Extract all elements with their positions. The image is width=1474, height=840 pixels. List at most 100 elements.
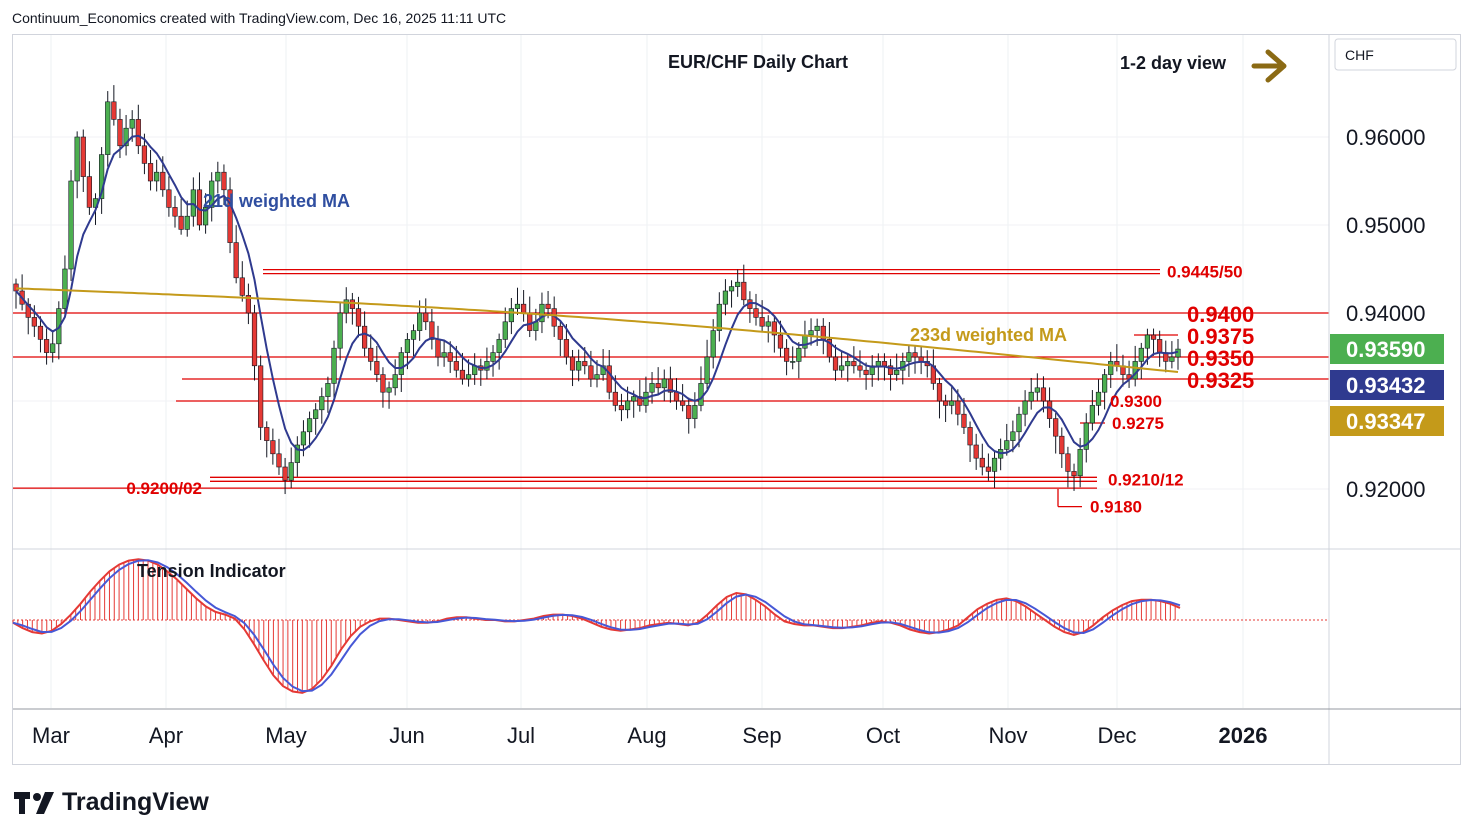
candle xyxy=(202,193,209,234)
candle xyxy=(1040,376,1047,413)
x-tick-label: Jun xyxy=(389,723,424,748)
price-badge xyxy=(1330,406,1444,436)
candle xyxy=(1071,463,1077,491)
candle-body-up xyxy=(288,462,294,481)
candle-body-down xyxy=(918,356,924,362)
candle-body-up xyxy=(539,303,545,323)
candle-body-up xyxy=(1010,431,1016,441)
x-tick-label: Aug xyxy=(627,723,666,748)
candle-body-up xyxy=(465,374,472,380)
chart-frame xyxy=(12,34,1461,765)
candle-body-down xyxy=(111,101,117,120)
candle-body-up xyxy=(294,444,300,463)
candle xyxy=(1138,342,1144,379)
candle xyxy=(869,355,875,387)
candle-body-up xyxy=(991,457,998,472)
level-label: 0.9400 xyxy=(1187,302,1254,327)
candle-body-down xyxy=(172,207,178,217)
level-label: 0.9325 xyxy=(1187,368,1254,393)
candle xyxy=(942,394,949,422)
candle-body-up xyxy=(710,330,716,358)
candle xyxy=(368,334,374,371)
candle xyxy=(747,291,753,323)
candle-body-down xyxy=(1040,387,1047,402)
candle xyxy=(887,358,894,391)
tradingview-logo[interactable]: TradingView xyxy=(14,788,209,817)
candle xyxy=(282,457,288,495)
candle xyxy=(251,304,258,381)
level-label: 0.9200/02 xyxy=(126,479,202,498)
candle-body-up xyxy=(502,321,508,340)
candle xyxy=(680,384,686,412)
candle-body-down xyxy=(741,281,747,301)
candle xyxy=(802,320,808,357)
candle-body-down xyxy=(380,374,386,393)
candle xyxy=(851,346,857,374)
candle-body-down xyxy=(166,189,172,208)
candle-body-up xyxy=(624,400,631,411)
candle xyxy=(539,292,545,334)
candle-body-down xyxy=(1059,435,1065,455)
candle-body-down xyxy=(887,365,894,375)
candle-body-down xyxy=(447,352,453,362)
candle-body-down xyxy=(985,466,992,472)
candle xyxy=(276,438,282,475)
candle-body-up xyxy=(154,171,160,182)
candle-body-down xyxy=(227,189,233,243)
candle xyxy=(472,353,478,385)
candle-body-down xyxy=(863,369,869,375)
candle-body-down xyxy=(832,356,839,371)
candle-body-up xyxy=(704,356,710,384)
candle-body-up xyxy=(410,330,417,340)
candle xyxy=(1114,344,1120,372)
candle-body-down xyxy=(135,119,141,147)
x-tick-label: May xyxy=(265,723,307,748)
candle-body-up xyxy=(1102,374,1108,393)
chart-title: EUR/CHF Daily Chart xyxy=(668,52,848,72)
candle xyxy=(1108,351,1114,388)
candle xyxy=(661,369,667,402)
candle xyxy=(1095,379,1102,416)
candle xyxy=(502,307,508,348)
candle xyxy=(166,176,172,217)
candle xyxy=(270,428,276,465)
candle-body-down xyxy=(374,361,380,375)
candle xyxy=(918,346,924,375)
candle xyxy=(783,339,790,376)
candle xyxy=(857,350,863,378)
candle xyxy=(154,159,160,192)
candle xyxy=(1028,377,1034,410)
candle xyxy=(227,177,233,254)
candle-body-down xyxy=(355,308,362,327)
candle xyxy=(264,421,270,458)
candle-body-up xyxy=(343,299,349,314)
candle xyxy=(692,392,698,429)
candle-body-down xyxy=(826,339,832,358)
candle xyxy=(294,436,300,477)
candle-body-up xyxy=(50,343,56,353)
candle-body-up xyxy=(1089,405,1095,424)
candle-body-up xyxy=(1083,422,1089,450)
candle xyxy=(832,344,839,381)
candle-body-up xyxy=(202,207,209,226)
candle xyxy=(306,411,313,448)
candle-body-down xyxy=(37,325,44,340)
candle xyxy=(319,387,325,424)
candle-body-up xyxy=(386,387,392,393)
y-tick-label: 0.92000 xyxy=(1346,477,1426,502)
candle xyxy=(429,308,435,350)
candle-body-up xyxy=(814,325,820,331)
candle-body-up xyxy=(698,383,704,406)
candle-body-up xyxy=(594,374,600,380)
candle xyxy=(949,386,955,415)
candle xyxy=(521,290,527,322)
candle xyxy=(906,345,912,377)
candle xyxy=(808,318,814,346)
candle-body-down xyxy=(423,312,429,323)
candle-body-up xyxy=(1144,334,1151,349)
candlesticks xyxy=(13,85,1181,495)
candle-body-down xyxy=(43,339,50,353)
candle-body-down xyxy=(851,361,857,367)
candle xyxy=(484,347,490,380)
